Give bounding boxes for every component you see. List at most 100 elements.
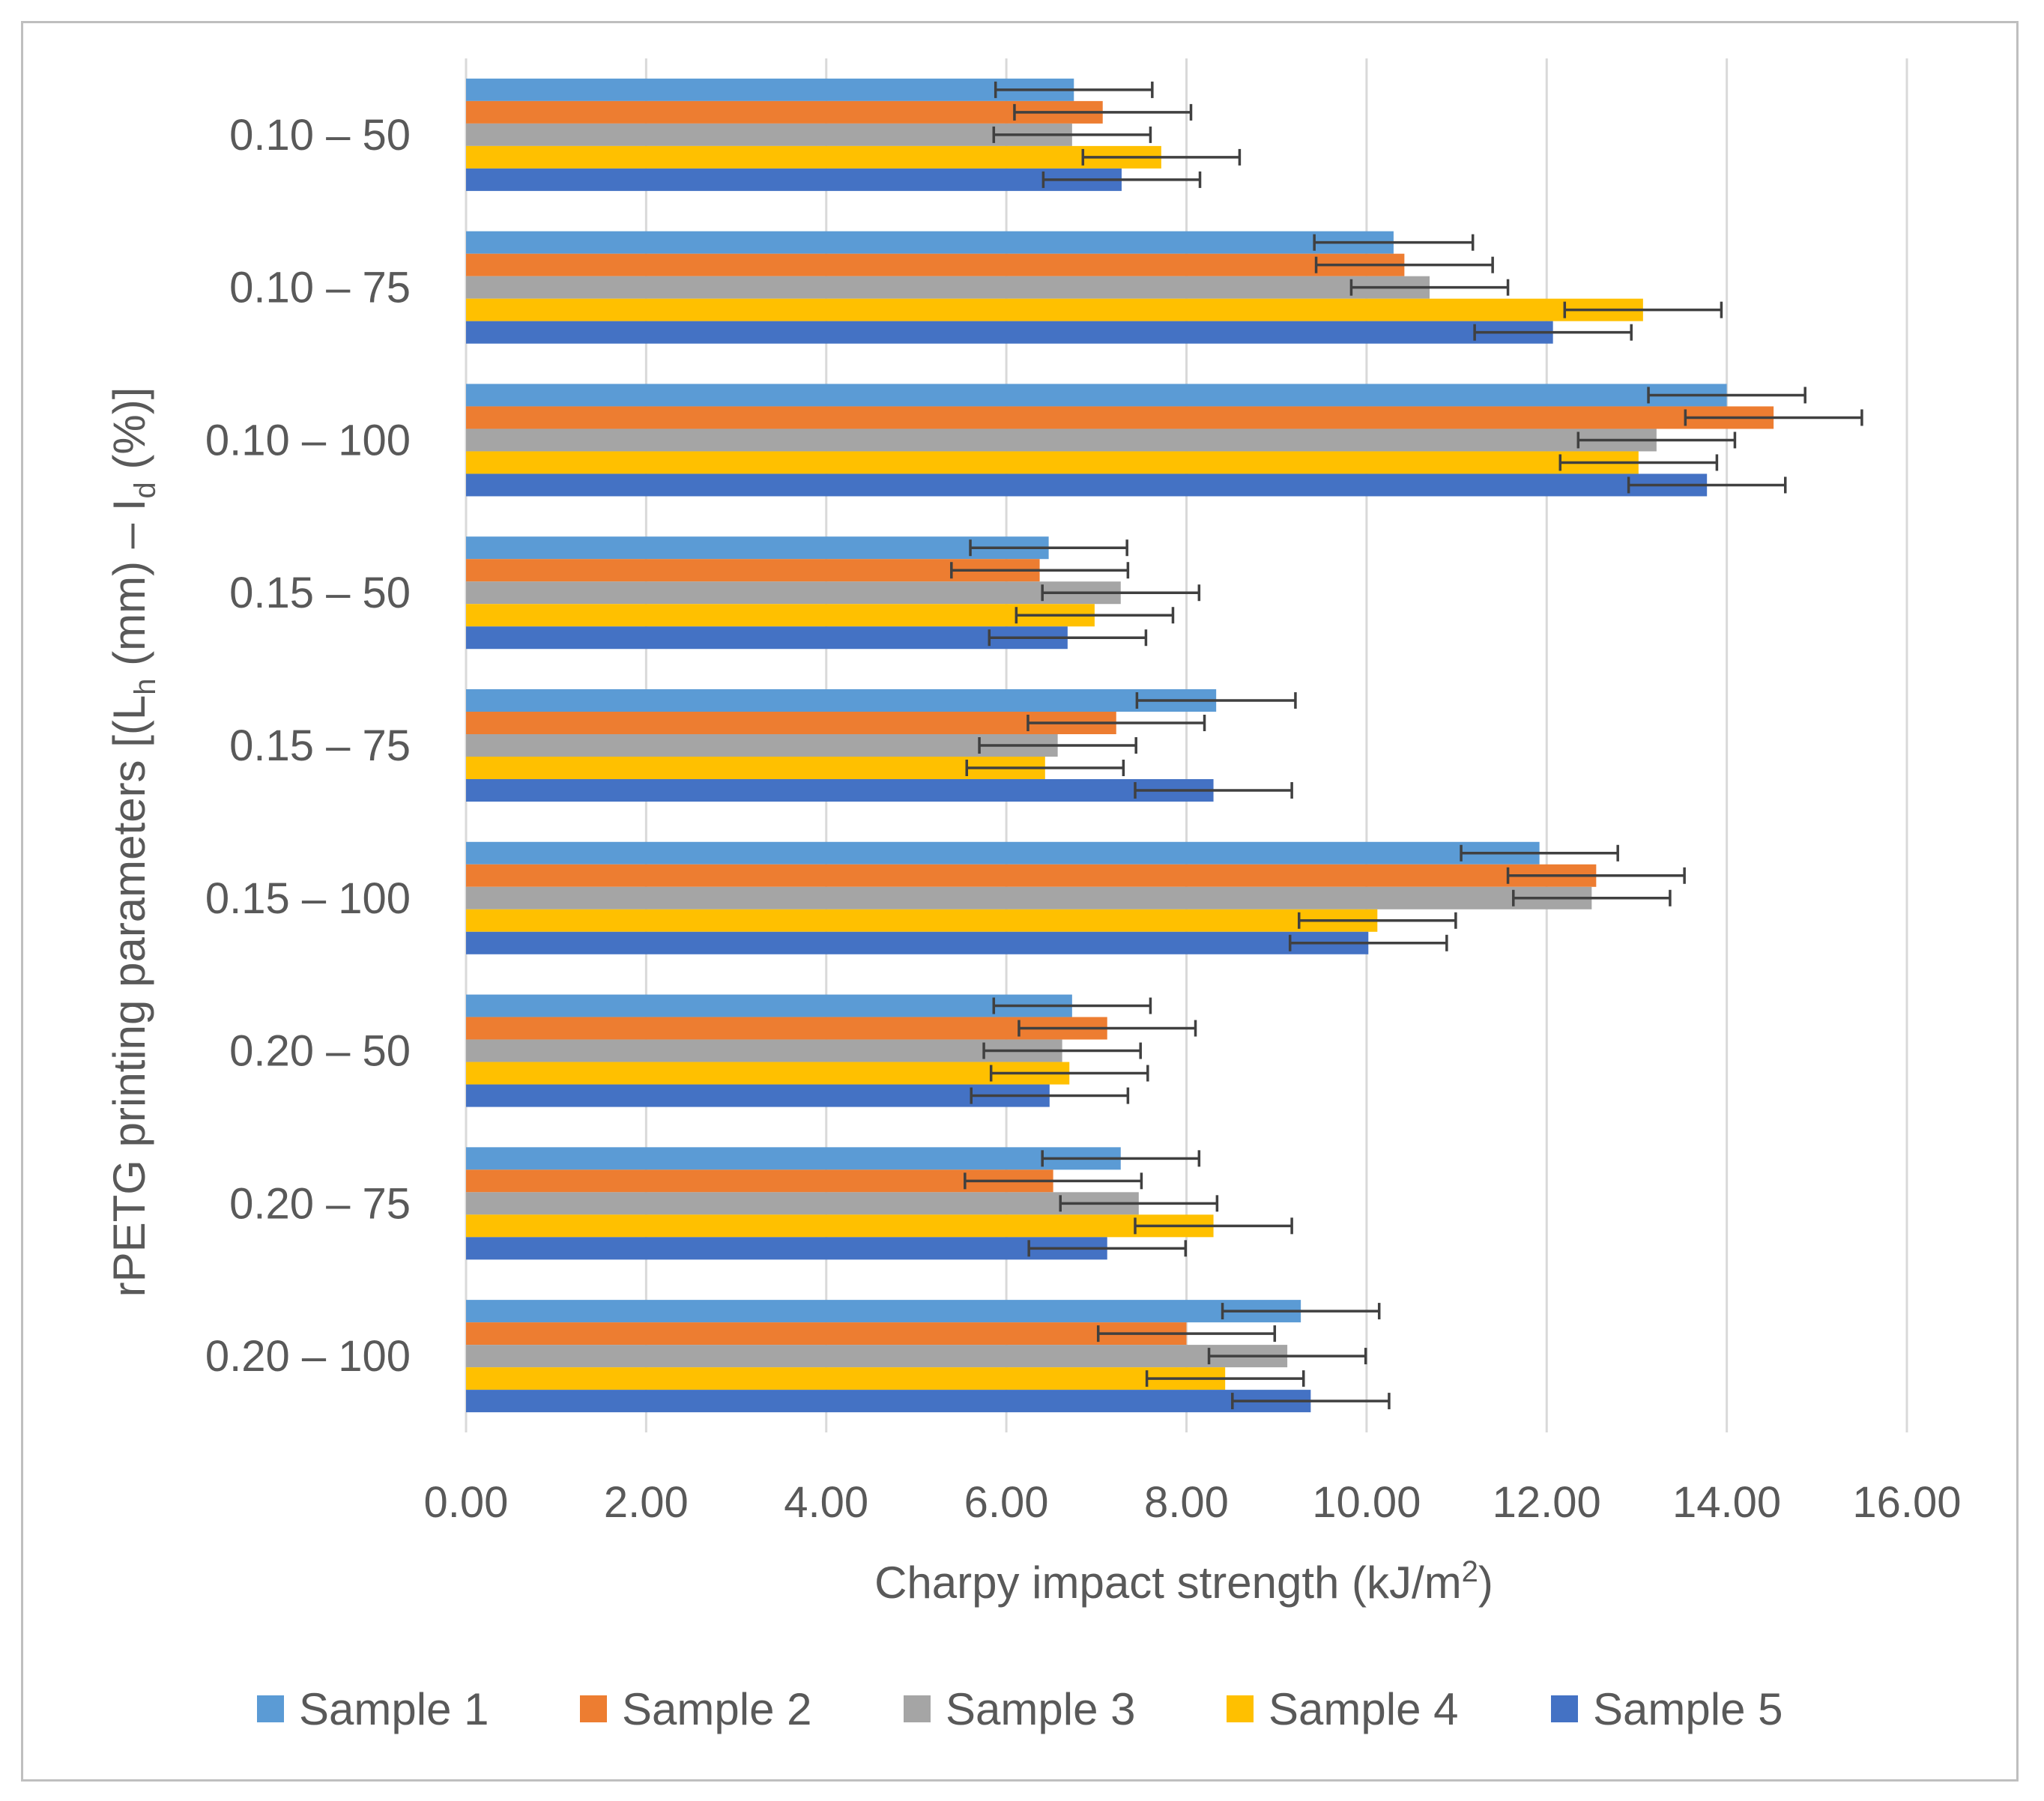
- bar: [466, 384, 1727, 407]
- error-bar: [965, 760, 1125, 776]
- error-bar: [1314, 256, 1494, 273]
- bar: [466, 779, 1214, 802]
- error-bar: [992, 126, 1152, 143]
- x-tick-label: 10.00: [1312, 1478, 1421, 1527]
- error-bar: [1026, 715, 1206, 731]
- x-tick-labels: 0.00 2.00 4.00 6.00 8.00 10.00 12.00 14.00 16.00: [424, 1478, 1962, 1527]
- error-bar: [1684, 409, 1863, 426]
- bar: [466, 841, 1540, 865]
- error-bar: [970, 1087, 1130, 1104]
- x-tick-label: 0.00: [424, 1478, 509, 1527]
- error-bar: [1349, 279, 1510, 296]
- bar: [466, 321, 1553, 344]
- x-tick-label: 2.00: [604, 1478, 689, 1527]
- bar: [466, 886, 1592, 909]
- legend-swatch: [580, 1695, 607, 1722]
- error-bar: [1145, 1370, 1305, 1387]
- legend-item: Sample 4: [1227, 1684, 1458, 1734]
- x-tick-label: 12.00: [1493, 1478, 1601, 1527]
- legend-swatch: [904, 1695, 931, 1722]
- legend-label: Sample 4: [1269, 1684, 1458, 1734]
- x-tick-label: 14.00: [1672, 1478, 1781, 1527]
- bar: [466, 473, 1708, 497]
- x-tick-label: 16.00: [1852, 1478, 1961, 1527]
- error-bar: [1041, 1150, 1201, 1167]
- bar: [466, 1147, 1121, 1170]
- error-bar: [1313, 234, 1475, 251]
- error-bar: [1563, 301, 1723, 318]
- legend-item: Sample 3: [904, 1684, 1135, 1734]
- category-label: 0.15 – 75: [229, 721, 411, 770]
- error-bar: [988, 629, 1148, 647]
- bar: [466, 1062, 1070, 1085]
- bar: [466, 536, 1049, 560]
- error-bar: [1013, 103, 1193, 121]
- category-label: 0.10 – 100: [205, 416, 411, 464]
- error-bar: [1460, 844, 1619, 862]
- category-label: 0.15 – 50: [229, 569, 411, 617]
- error-bar: [1288, 934, 1448, 951]
- bar: [466, 168, 1122, 191]
- category-label: 0.10 – 75: [229, 264, 411, 312]
- error-bar: [1027, 1240, 1188, 1257]
- bar: [466, 1084, 1050, 1107]
- bar: [466, 994, 1072, 1017]
- error-bar: [1015, 607, 1175, 624]
- error-bar: [1135, 692, 1297, 709]
- bar: [466, 734, 1058, 757]
- bar: [466, 931, 1369, 954]
- bar: [466, 1345, 1288, 1368]
- bar: [466, 581, 1121, 605]
- error-bar: [1221, 1303, 1381, 1320]
- legend-swatch: [257, 1695, 284, 1722]
- error-bar: [1059, 1195, 1219, 1212]
- bar: [466, 451, 1639, 474]
- bar: [466, 864, 1597, 887]
- bar: [466, 604, 1095, 627]
- error-bar: [1018, 1020, 1197, 1037]
- category-label: 0.20 – 50: [229, 1027, 411, 1076]
- bar: [466, 757, 1045, 779]
- error-bar: [978, 737, 1137, 754]
- bar: [466, 1237, 1107, 1260]
- bar: [466, 909, 1378, 932]
- error-bar: [964, 1172, 1143, 1190]
- error-bar: [1081, 148, 1242, 166]
- bar: [466, 406, 1774, 429]
- error-bar: [969, 539, 1128, 557]
- category-labels: 0.10 – 50 0.10 – 75 0.10 – 100 0.15 – 50 0.1…: [205, 111, 411, 1381]
- error-bar: [982, 1042, 1142, 1059]
- bar: [466, 1322, 1187, 1346]
- bar: [466, 1169, 1053, 1193]
- bar: [466, 1214, 1214, 1238]
- bar: [466, 231, 1394, 254]
- category-label: 0.15 – 100: [205, 874, 411, 923]
- bar: [466, 1017, 1107, 1040]
- error-bar: [1576, 432, 1737, 449]
- bar: [466, 1390, 1311, 1413]
- bar: [466, 78, 1074, 101]
- bar: [466, 100, 1103, 124]
- bar: [466, 1039, 1062, 1062]
- x-tick-label: 8.00: [1144, 1478, 1229, 1527]
- bar: [466, 1367, 1226, 1390]
- bar: [466, 253, 1405, 276]
- legend-label: Sample 1: [299, 1684, 489, 1734]
- category-label: 0.10 – 50: [229, 111, 411, 160]
- error-bar: [1627, 476, 1787, 494]
- bars: [466, 78, 1774, 1413]
- bar: [466, 1192, 1139, 1215]
- bar: [466, 429, 1657, 452]
- error-bar: [989, 1065, 1149, 1082]
- error-bar: [1473, 324, 1633, 341]
- category-label: 0.20 – 100: [205, 1332, 411, 1381]
- bar: [466, 1300, 1301, 1323]
- x-tick-label: 4.00: [784, 1478, 868, 1527]
- bar: [466, 626, 1068, 650]
- error-bar: [950, 562, 1130, 579]
- legend-item: Sample 5: [1551, 1684, 1783, 1734]
- error-bar: [1647, 387, 1806, 404]
- legend-label: Sample 2: [622, 1684, 811, 1734]
- x-tick-label: 6.00: [964, 1478, 1049, 1527]
